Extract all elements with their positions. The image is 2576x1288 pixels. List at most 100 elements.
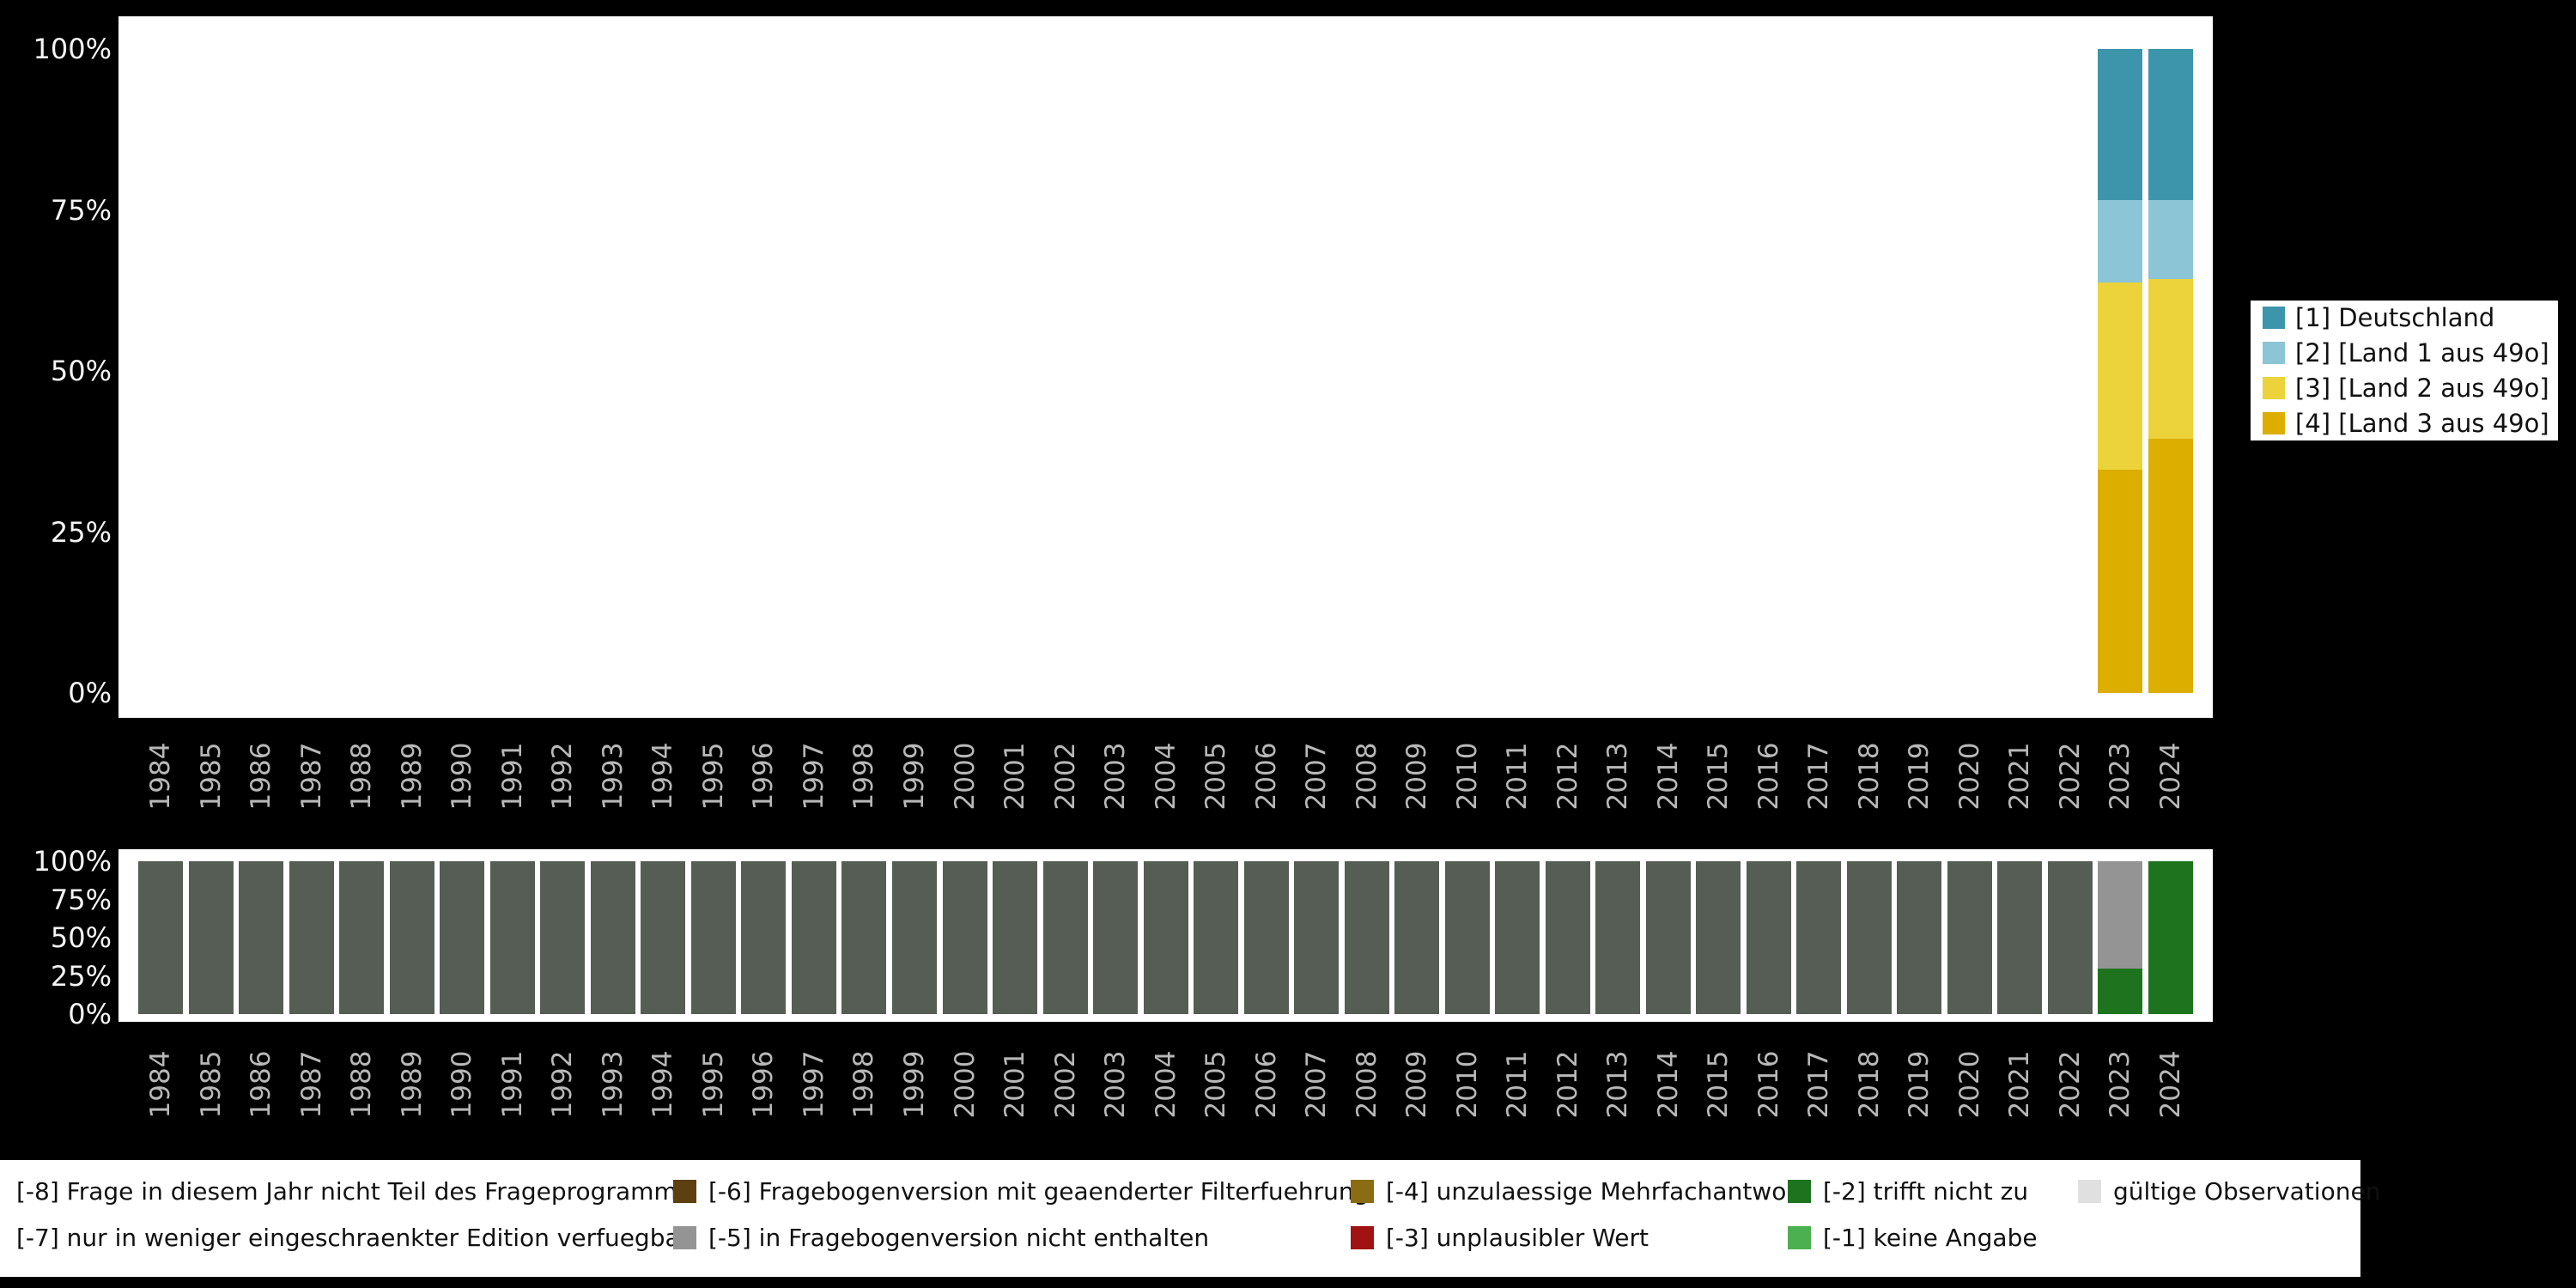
legend-color-swatch: [2263, 412, 2285, 434]
x-axis-tick-label: 2020: [1953, 1050, 1985, 1119]
x-axis-tick-label: 2017: [1803, 1050, 1835, 1119]
x-axis-tick-label: 2006: [1250, 1050, 1282, 1119]
bar-segment: [2148, 48, 2193, 201]
country-legend: [1] Deutschland [2] [Land 1 aus 49o] [3] […: [2251, 301, 2558, 440]
legend-item: [2] [Land 1 aus 49o]: [2263, 338, 2558, 368]
x-axis-tick-label: 2004: [1150, 1050, 1182, 1119]
legend-item-label: [3] [Land 2 aus 49o]: [2295, 374, 2549, 403]
bar-segment: [2148, 200, 2193, 279]
bar-segment: [690, 861, 736, 1014]
y-axis-tick-label: 50%: [50, 921, 112, 954]
bar-segment: [138, 861, 184, 1014]
bar-segment: [841, 861, 887, 1014]
bar-segment: [1194, 861, 1238, 1014]
x-axis-tick-label: 1989: [396, 742, 428, 811]
legend-item-label: [-1] keine Angabe: [1823, 1223, 2038, 1252]
x-axis-tick-label: 2021: [2004, 1050, 2036, 1119]
x-axis-tick-label: 1993: [597, 742, 629, 811]
legend-item-label: [-6] Fragebogenversion mit geaenderter F…: [708, 1176, 1370, 1206]
bar-segment: [1444, 861, 1490, 1014]
missings-legend-item: [-8] Frage in diesem Jahr nicht Teil des…: [16, 1176, 690, 1206]
x-axis-tick-label: 2022: [2054, 1050, 2086, 1119]
x-axis-tick-label: 1996: [748, 1050, 780, 1119]
bar-segment: [2047, 861, 2093, 1014]
legend-color-swatch: [1788, 1179, 1811, 1203]
missings-legend-item: [-4] unzulaessige Mehrfachantwort: [1351, 1176, 1806, 1206]
y-axis-tick-label: 25%: [50, 515, 112, 549]
bar-segment: [2098, 283, 2143, 470]
legend-color-swatch: [1788, 1225, 1811, 1249]
missings-legend-item: [-2] trifft nicht zu: [1788, 1176, 2028, 1206]
x-axis-tick-label: 1990: [447, 1050, 478, 1119]
bar-segment: [1947, 861, 1992, 1014]
x-axis-tick-label: 2012: [1552, 1050, 1583, 1119]
bar-segment: [2148, 278, 2193, 439]
x-axis-tick-label: 2015: [1703, 1050, 1735, 1119]
bar-segment: [1696, 861, 1741, 1014]
bar-segment: [1344, 861, 1389, 1014]
x-axis-tick-label: 1993: [597, 1050, 629, 1119]
missings-legend-item: [-1] keine Angabe: [1788, 1222, 2038, 1253]
legend-item-label: [-5] in Fragebogenversion nicht enthalte…: [708, 1223, 1210, 1252]
bar-segment: [540, 861, 586, 1014]
x-axis-tick-label: 2000: [949, 1050, 981, 1119]
legend-color-swatch: [2263, 342, 2285, 364]
x-axis-tick-label: 2001: [999, 1050, 1030, 1119]
y-axis-tick-label: 0%: [68, 998, 112, 1030]
x-axis-tick-label: 1985: [195, 1050, 227, 1119]
x-axis-tick-label: 2013: [1602, 742, 1634, 811]
x-axis-tick-label: 1988: [346, 742, 378, 811]
missings-legend-item: [-5] in Fragebogenversion nicht enthalte…: [673, 1222, 1209, 1253]
legend-item: [3] [Land 2 aus 49o]: [2263, 374, 2558, 403]
x-axis-tick-label: 2022: [2054, 742, 2086, 811]
bar-segment: [2148, 438, 2193, 693]
x-axis-tick-label: 2009: [1401, 742, 1433, 811]
bar-segment: [1846, 861, 1892, 1014]
missings-legend-item: [-7] nur in weniger eingeschraenkter Edi…: [16, 1222, 690, 1253]
y-axis-tick-label: 75%: [50, 193, 112, 227]
legend-item: [1] Deutschland: [2263, 303, 2558, 332]
x-axis-tick-label: 1995: [697, 1050, 729, 1119]
x-axis-tick-label: 1991: [496, 1050, 528, 1119]
x-axis-tick-label: 1987: [295, 742, 327, 811]
bar-segment: [2098, 968, 2143, 1014]
x-axis-tick-label: 2014: [1652, 742, 1684, 811]
bar-segment: [2098, 48, 2143, 201]
legend-item-label: [2] [Land 1 aus 49o]: [2295, 338, 2549, 368]
x-axis-tick-label: 2003: [1100, 742, 1131, 811]
bar-segment: [440, 861, 485, 1014]
x-axis-tick-label: 2005: [1200, 742, 1231, 811]
x-axis-tick-label: 2020: [1953, 742, 1985, 811]
x-axis-tick-label: 2004: [1150, 742, 1182, 811]
x-axis-tick-label: 2002: [1049, 742, 1081, 811]
x-axis-tick-label: 2021: [2004, 742, 2036, 811]
x-axis-tick-label: 1997: [798, 742, 829, 811]
x-axis-tick-label: 1985: [195, 742, 227, 811]
x-axis-tick-label: 2003: [1100, 1050, 1131, 1119]
legend-item-label: [-7] nur in weniger eingeschraenkter Edi…: [16, 1223, 690, 1252]
x-axis-tick-label: 1998: [848, 1050, 880, 1119]
x-axis-tick-label: 2017: [1803, 742, 1835, 811]
legend-color-swatch: [673, 1179, 696, 1203]
legend-item-label: [-3] unplausibler Wert: [1386, 1223, 1649, 1252]
x-axis-tick-label: 2015: [1703, 742, 1735, 811]
bar-segment: [1746, 861, 1791, 1014]
x-axis-tick-label: 2012: [1552, 742, 1583, 811]
x-axis-tick-label: 2007: [1301, 1050, 1332, 1119]
legend-item-label: [-8] Frage in diesem Jahr nicht Teil des…: [16, 1176, 690, 1206]
x-axis-tick-label: 2010: [1451, 742, 1483, 811]
x-axis-tick-label: 1992: [547, 742, 579, 811]
x-axis-tick-label: 1986: [246, 1050, 277, 1119]
x-axis-tick-label: 1997: [798, 1050, 829, 1119]
bar-segment: [993, 861, 1037, 1014]
x-axis-tick-label: 1994: [647, 742, 679, 811]
legend-item-label: [1] Deutschland: [2295, 303, 2495, 332]
y-axis-tick-label: 100%: [33, 33, 112, 65]
x-axis-tick-label: 2001: [999, 742, 1030, 811]
bar-segment: [891, 861, 937, 1014]
x-axis-tick-label: 2019: [1904, 1050, 1935, 1119]
bar-segment: [2098, 200, 2143, 283]
missings-legend: [-8] Frage in diesem Jahr nicht Teil des…: [0, 1160, 2380, 1277]
bar-segment: [1545, 861, 1590, 1014]
x-axis-tick-label: 2016: [1753, 1050, 1784, 1119]
